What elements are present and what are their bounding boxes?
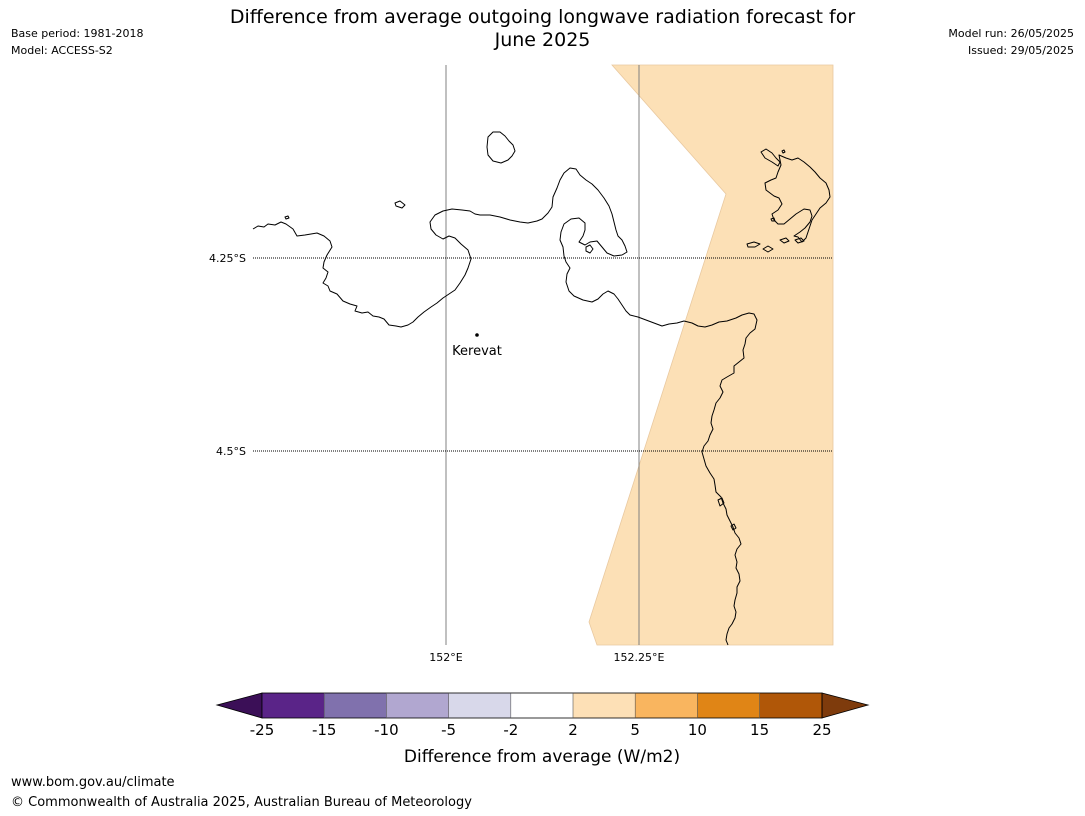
colorbar-segment (573, 693, 636, 718)
coastline-islet-east-2 (762, 245, 774, 253)
colorbar-segment (697, 693, 760, 718)
footer-url: www.bom.gov.au/climate (11, 775, 175, 790)
colorbar-extend-high (821, 692, 870, 719)
colorbar-tick-label: 10 (688, 721, 707, 739)
coastline-islet-south-2 (730, 523, 737, 531)
coastline-islet-west-1 (394, 200, 406, 209)
colorbar-segment (635, 693, 698, 718)
coastline-islet-west-2 (284, 215, 290, 220)
colorbar-segment (759, 693, 822, 718)
metadata-left: Base period: 1981-2018 Model: ACCESS-S2 (11, 25, 143, 59)
colorbar-tick-label: 25 (812, 721, 831, 739)
issued-date: Issued: 29/05/2025 (967, 44, 1074, 57)
lon-label-152-25e: 152.25°E (614, 651, 665, 664)
coastline-islet-east-3 (779, 237, 790, 244)
colorbar-segment (262, 693, 325, 718)
metadata-right: Model run: 26/05/2025 Issued: 29/05/2025 (948, 25, 1074, 59)
kerevat-label: Kerevat (452, 344, 502, 359)
lon-label-152e: 152°E (429, 651, 462, 664)
model-name: Model: ACCESS-S2 (11, 44, 113, 57)
map-title: Difference from average outgoing longwav… (0, 6, 1085, 52)
coastline-islet-south (717, 497, 725, 507)
model-run: Model run: 26/05/2025 (948, 27, 1074, 40)
colorbar-tick-label: 2 (568, 721, 578, 739)
colorbar-segment (510, 693, 573, 718)
coastline-gazelle-peninsula (252, 167, 758, 646)
colorbar-tick-label: -10 (374, 721, 399, 739)
colorbar-tick-label: -25 (250, 721, 275, 739)
coastline-islet-east-5 (770, 217, 776, 222)
positive-anomaly-area (588, 64, 834, 646)
colorbar-outline (261, 692, 823, 719)
colorbar-tick-label: 5 (630, 721, 640, 739)
coastline (252, 131, 831, 646)
coastline-islet-small (585, 244, 594, 254)
colorbar-legend: -25 -15 -10 -5 -2 2 5 10 15 25 Differenc… (215, 692, 870, 767)
colorbar-tick-label: -5 (441, 721, 456, 739)
colorbar-tick-label: -15 (312, 721, 337, 739)
map-panel: Kerevat 4.25°S 4.5°S 152°E 152.25°E (209, 64, 834, 664)
base-period: Base period: 1981-2018 (11, 27, 144, 40)
coastline-duke-of-york (486, 131, 516, 164)
colorbar-tick-label: -2 (503, 721, 518, 739)
coastline-islet-east-6 (781, 149, 786, 154)
lat-label-4-25s: 4.25°S (209, 252, 246, 265)
colorbar-segment (386, 693, 449, 718)
coastline-islet-east-1 (746, 241, 761, 248)
kerevat-marker (475, 333, 479, 337)
colorbar-title: Difference from average (W/m2) (404, 747, 680, 767)
coastline-new-ireland (760, 148, 831, 243)
coastline-islet-east-4 (794, 237, 805, 244)
title-line-1: Difference from average outgoing longwav… (229, 6, 856, 28)
colorbar-segment (448, 693, 511, 718)
colorbar-segment (324, 693, 387, 718)
lat-label-4-5s: 4.5°S (216, 445, 246, 458)
colorbar-tick-label: 15 (750, 721, 769, 739)
colorbar-dividers (323, 693, 760, 718)
title-line-2: June 2025 (494, 29, 591, 51)
footer-copyright: © Commonwealth of Australia 2025, Austra… (11, 795, 472, 810)
colorbar-extend-low (215, 692, 263, 719)
